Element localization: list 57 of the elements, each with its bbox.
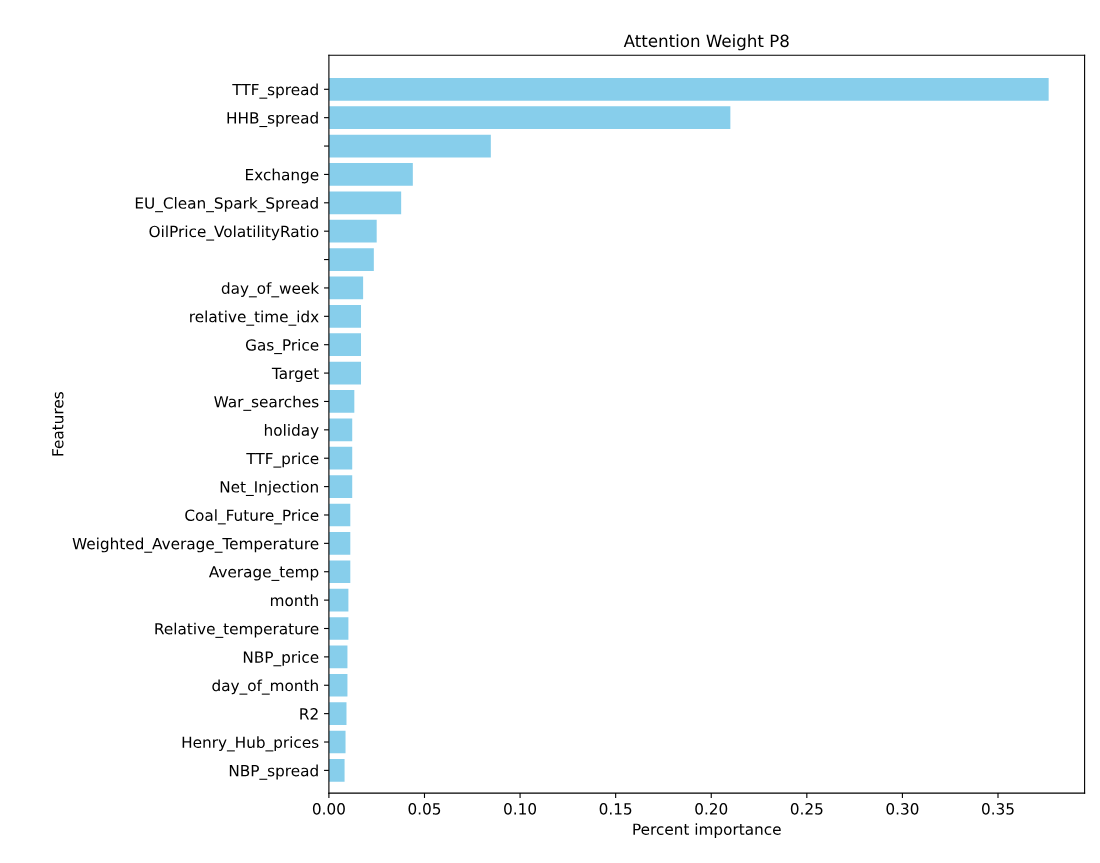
x-tick-label: 0.35 — [982, 803, 1014, 815]
bar — [328, 759, 345, 782]
bar — [328, 532, 351, 555]
y-tick-label: Gas_Price — [245, 338, 319, 355]
x-tick-label: 0.30 — [886, 803, 919, 815]
y-tick-label: HHB_spread — [227, 111, 318, 128]
y-tick-label: month — [270, 594, 318, 607]
y-tick-label: R2 — [300, 708, 318, 720]
bar — [328, 333, 362, 357]
y-tick-label: relative_time_idx — [190, 310, 319, 326]
y-tick-label: War_searches — [214, 395, 319, 411]
bar — [328, 503, 351, 527]
x-tick-label: 0.20 — [695, 803, 728, 815]
bar — [328, 77, 1049, 101]
bar — [328, 191, 402, 215]
y-tick-label: Average_temp — [208, 566, 319, 581]
x-tick-label: 0.25 — [790, 803, 823, 815]
y-tick-label: day_of_month — [212, 679, 318, 695]
bar — [328, 304, 362, 328]
y-tick-label: Coal_Future_Price — [185, 509, 319, 525]
bar — [328, 106, 731, 130]
y-tick-label: NBP_price — [243, 651, 319, 667]
bar — [328, 361, 362, 385]
bar — [328, 390, 355, 413]
x-tick-label: 0.15 — [599, 803, 632, 815]
bar — [328, 418, 353, 442]
y-tick-label: Weighted_Average_Temperature — [72, 537, 319, 553]
bar — [328, 276, 364, 300]
x-axis-title: Percent importance — [633, 823, 781, 838]
bar — [328, 673, 348, 697]
bar — [328, 248, 374, 271]
bar — [328, 219, 377, 243]
x-tick-label: 0.05 — [408, 803, 441, 815]
bar — [328, 617, 349, 640]
bar — [328, 446, 353, 470]
y-tick-label: Target — [271, 367, 319, 383]
bar — [328, 702, 347, 725]
y-tick-label: Exchange — [246, 168, 319, 184]
y-tick-label: TTF_spread — [232, 83, 318, 99]
x-tick-label: 0.10 — [504, 803, 537, 815]
x-tick-label: 0.00 — [312, 803, 345, 815]
y-tick-label: day_of_week — [221, 282, 320, 298]
y-tick-label: TTF_price — [246, 452, 319, 468]
y-tick-label: Relative_temperature — [155, 622, 319, 638]
y-tick-label: Henry_Hub_prices — [182, 736, 319, 752]
y-tick-label: EU_Clean_Spark_Spread — [135, 197, 318, 213]
y-axis-title: Features — [52, 392, 64, 456]
y-tick-label: holiday — [264, 424, 319, 439]
bar — [328, 730, 346, 754]
y-tick-label: Net_Injection — [220, 480, 318, 497]
y-tick-label: NBP_spread — [229, 764, 318, 780]
bar — [328, 163, 413, 186]
bar — [328, 134, 491, 158]
chart-title: Attention Weight P8 — [623, 34, 789, 51]
bar — [328, 475, 353, 498]
y-tick-label: OilPrice_VolatilityRatio — [149, 225, 319, 241]
bar — [328, 560, 351, 584]
